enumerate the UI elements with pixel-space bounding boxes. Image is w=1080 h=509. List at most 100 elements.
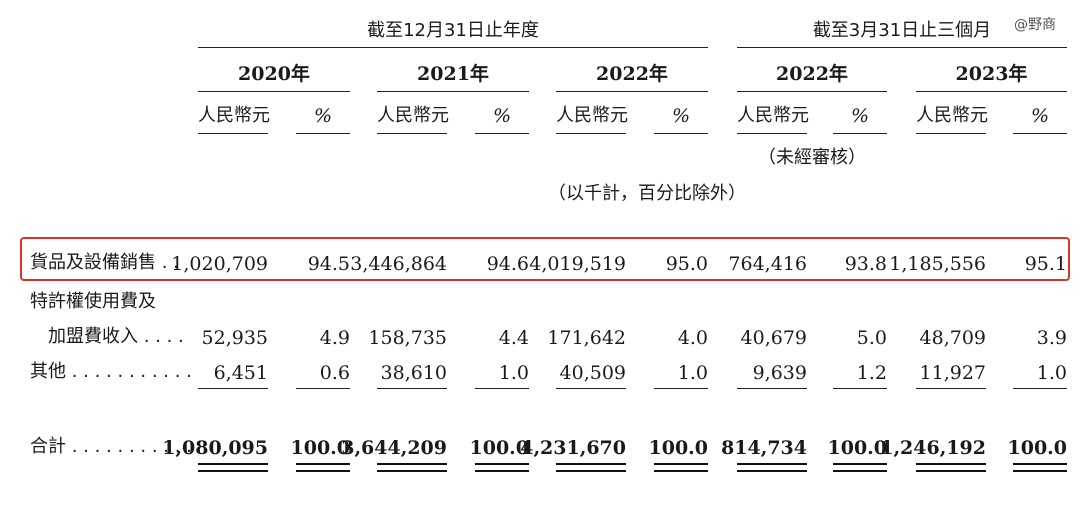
total-double-rule: [377, 463, 447, 472]
cell-value: 40,679: [740, 327, 807, 349]
rule-year-2021: [377, 91, 529, 92]
total-double-rule: [556, 463, 626, 472]
total-percent: 100.0: [648, 437, 709, 459]
cell-percent: 4.0: [677, 327, 708, 349]
percent-header: %: [850, 105, 870, 127]
row-label-royalty-cont: 加盟費收入 . . . .: [48, 326, 184, 347]
rule-year-2020: [198, 91, 350, 92]
percent-header: %: [492, 105, 512, 127]
rule-three-months: [737, 47, 1067, 48]
total-double-rule: [296, 463, 350, 472]
currency-header: 人民幣元: [198, 105, 270, 126]
cell-percent: 94.5: [307, 253, 350, 275]
subtotal-rule: [916, 388, 986, 389]
subtotal-rule: [296, 388, 350, 389]
year-2022-q1: 2022年: [776, 63, 848, 85]
cell-value: 11,927: [919, 362, 986, 384]
year-2023-q1: 2023年: [955, 63, 1028, 85]
subtotal-rule: [654, 388, 708, 389]
cell-percent: 0.6: [319, 362, 350, 384]
cell-percent: 1.2: [856, 362, 887, 384]
cell-value: 1,185,556: [889, 253, 986, 275]
highlight-box: [20, 237, 1070, 281]
rule-year-2023-q1: [916, 91, 1067, 92]
rule-currency: [916, 133, 986, 134]
cell-value: 158,735: [368, 327, 447, 349]
total-value: 1,246,192: [880, 437, 986, 459]
row-label-other: 其他 . . . . . . . . . . .: [30, 361, 192, 382]
row-label-royalty: 特許權使用費及: [30, 291, 156, 312]
total-double-rule: [198, 463, 268, 472]
subtotal-rule: [556, 388, 626, 389]
cell-percent: 1.0: [1036, 362, 1067, 384]
cell-percent: 1.0: [498, 362, 529, 384]
total-value: 1,080,095: [162, 437, 268, 459]
cell-value: 38,610: [380, 362, 447, 384]
total-percent: 100.0: [827, 437, 888, 459]
subtotal-rule: [1013, 388, 1067, 389]
cell-value: 1,020,709: [171, 253, 268, 275]
cell-percent: 93.8: [844, 253, 887, 275]
cell-percent: 95.1: [1024, 253, 1067, 275]
subtotal-rule: [198, 388, 268, 389]
total-double-rule: [916, 463, 986, 472]
subtotal-rule: [475, 388, 529, 389]
subtotal-rule: [377, 388, 447, 389]
currency-header: 人民幣元: [916, 105, 988, 126]
rule-percent: [833, 133, 887, 134]
cell-value: 764,416: [728, 253, 807, 275]
rule-year-2022-q1: [737, 91, 887, 92]
row-label-total: 合計 . . . . . . . . . . .: [30, 436, 192, 457]
cell-percent: 4.9: [319, 327, 350, 349]
total-percent: 100.0: [469, 437, 530, 459]
cell-value: 171,642: [547, 327, 626, 349]
subtotal-rule: [737, 388, 807, 389]
subtotal-rule: [833, 388, 887, 389]
rule-year-2022: [556, 91, 708, 92]
header-three-months: 截至3月31日止三個月: [812, 20, 992, 41]
cell-percent: 1.0: [677, 362, 708, 384]
watermark-text: @野商: [1014, 17, 1056, 33]
percent-header: %: [313, 105, 333, 127]
year-2020: 2020年: [238, 63, 310, 85]
rule-fiscal-year: [198, 47, 708, 48]
total-value: 814,734: [721, 437, 807, 459]
cell-value: 40,509: [559, 362, 626, 384]
cell-percent: 4.4: [498, 327, 529, 349]
rule-percent: [296, 133, 350, 134]
percent-header: %: [671, 105, 691, 127]
cell-value: 48,709: [919, 327, 986, 349]
rule-currency: [737, 133, 807, 134]
total-value: 3,644,209: [341, 437, 447, 459]
rule-currency: [556, 133, 626, 134]
cell-percent: 95.0: [665, 253, 708, 275]
year-2021: 2021年: [417, 63, 489, 85]
rule-currency: [377, 133, 447, 134]
rule-percent: [654, 133, 708, 134]
cell-value: 4,019,519: [529, 253, 626, 275]
rule-percent: [475, 133, 529, 134]
cell-percent: 94.6: [486, 253, 529, 275]
unaudited-note: （未經審核）: [758, 147, 866, 168]
total-double-rule: [737, 463, 807, 472]
cell-percent: 3.9: [1036, 327, 1067, 349]
total-percent: 100.0: [1007, 437, 1068, 459]
total-double-rule: [475, 463, 529, 472]
cell-value: 3,446,864: [350, 253, 447, 275]
cell-value: 52,935: [201, 327, 268, 349]
total-percent: 100.0: [290, 437, 351, 459]
total-double-rule: [1013, 463, 1067, 472]
currency-header: 人民幣元: [556, 105, 628, 126]
total-double-rule: [654, 463, 708, 472]
total-value: 4,231,670: [520, 437, 626, 459]
header-fiscal-year: 截至12月31日止年度: [367, 20, 539, 41]
cell-value: 6,451: [213, 362, 268, 384]
total-double-rule: [833, 463, 887, 472]
percent-header: %: [1030, 105, 1050, 127]
cell-percent: 5.0: [856, 327, 887, 349]
cell-value: 9,639: [752, 362, 807, 384]
currency-header: 人民幣元: [737, 105, 809, 126]
rule-percent: [1013, 133, 1067, 134]
year-2022: 2022年: [596, 63, 668, 85]
row-label-goods: 貨品及設備銷售 . .: [30, 252, 179, 273]
